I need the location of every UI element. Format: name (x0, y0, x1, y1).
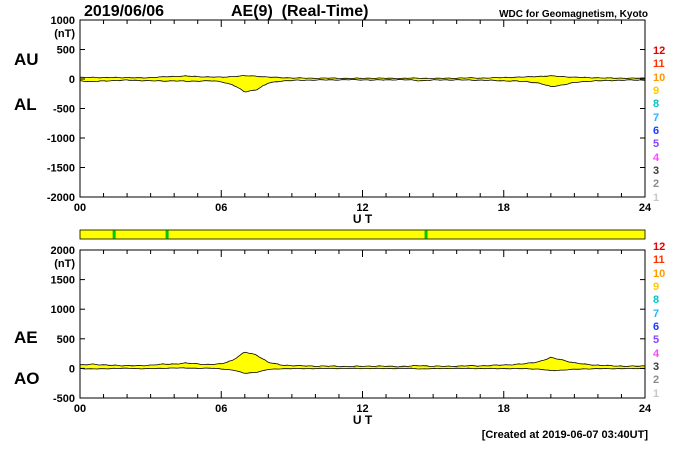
y-axis-unit: (nT) (54, 258, 75, 270)
station-count-12: 12 (653, 45, 666, 57)
created-timestamp: [Created at 2019-06-07 03:40UT] (481, 429, 648, 441)
series-line-AE (80, 351, 646, 368)
y-tick-label: -500 (53, 104, 75, 116)
series-band-top (80, 75, 645, 92)
x-tick-label: 12 (356, 403, 368, 415)
station-count-1: 1 (653, 387, 660, 400)
station-count-7: 7 (653, 307, 660, 320)
x-tick-label: 06 (215, 403, 227, 415)
y-tick-label: 0 (69, 363, 75, 375)
x-tick-label: 24 (639, 403, 652, 415)
ao-axis-label: AO (14, 369, 40, 388)
station-count-5: 5 (653, 138, 660, 151)
station-count-10: 10 (653, 71, 666, 84)
station-count-11: 11 (653, 58, 665, 71)
y-tick-label: -1500 (47, 163, 75, 175)
station-count-8: 8 (653, 294, 660, 307)
y-axis-unit: (nT) (54, 28, 75, 40)
y-tick-label: -2000 (47, 192, 75, 204)
y-tick-label: 1000 (51, 15, 75, 27)
station-count-5: 5 (653, 334, 660, 347)
availability-green-mark (165, 230, 169, 239)
series-line-AL (79, 78, 646, 93)
availability-green-mark (112, 230, 116, 239)
x-tick-label: 00 (74, 403, 86, 415)
series-line-AU (79, 75, 646, 80)
series-band-bottom (80, 352, 645, 374)
plot-frame-top (79, 19, 646, 198)
station-count-2: 2 (653, 374, 660, 387)
y-tick-label: -1000 (47, 133, 75, 145)
availability-green-mark (424, 230, 428, 239)
station-count-10: 10 (653, 267, 666, 280)
x-axis-title: U T (353, 413, 373, 427)
station-count-6: 6 (653, 125, 660, 138)
y-tick-label: 0 (69, 74, 75, 86)
y-tick-label: 1000 (51, 304, 75, 316)
x-axis-title: U T (353, 212, 373, 226)
station-count-3: 3 (653, 361, 660, 374)
station-count-scale-bottom: 12 11 10 9 8 7 6 5 4 3 2 1 (653, 241, 679, 401)
x-tick-label: 18 (498, 202, 510, 214)
station-count-1: 1 (653, 191, 660, 204)
y-tick-label: 1500 (51, 275, 75, 287)
y-tick-label: 500 (57, 334, 75, 346)
station-count-9: 9 (653, 281, 660, 294)
station-count-scale-top: 12 11 10 9 8 7 6 5 4 3 2 1 (653, 45, 679, 205)
x-tick-label: 00 (74, 202, 86, 214)
station-count-9: 9 (653, 85, 660, 98)
ae-axis-label: AE (14, 328, 38, 347)
source-label: WDC for Geomagnetism, Kyoto (499, 9, 648, 20)
x-tick-label: 18 (498, 403, 510, 415)
date-label: 2019/06/06 (84, 3, 165, 20)
station-count-4: 4 (653, 151, 660, 164)
station-count-12: 12 (653, 241, 666, 253)
station-count-8: 8 (653, 98, 660, 111)
y-tick-label: -500 (53, 393, 75, 405)
station-count-7: 7 (653, 111, 660, 124)
x-tick-label: 06 (215, 202, 227, 214)
y-tick-label: 2000 (51, 245, 75, 257)
station-count-2: 2 (653, 178, 660, 191)
al-axis-label: AL (14, 95, 37, 114)
x-tick-label: 12 (356, 202, 368, 214)
au-axis-label: AU (14, 50, 39, 69)
x-tick-label: 24 (639, 202, 652, 214)
station-count-4: 4 (653, 347, 660, 360)
plot-frame-bottom (79, 249, 646, 399)
station-count-3: 3 (653, 165, 660, 178)
page-title: AE(9) (Real-Time) (231, 3, 369, 20)
y-tick-label: 500 (57, 45, 75, 57)
station-count-11: 11 (653, 254, 665, 267)
series-line-AO (79, 367, 646, 374)
data-availability-bar (79, 229, 646, 240)
station-count-6: 6 (653, 321, 660, 334)
